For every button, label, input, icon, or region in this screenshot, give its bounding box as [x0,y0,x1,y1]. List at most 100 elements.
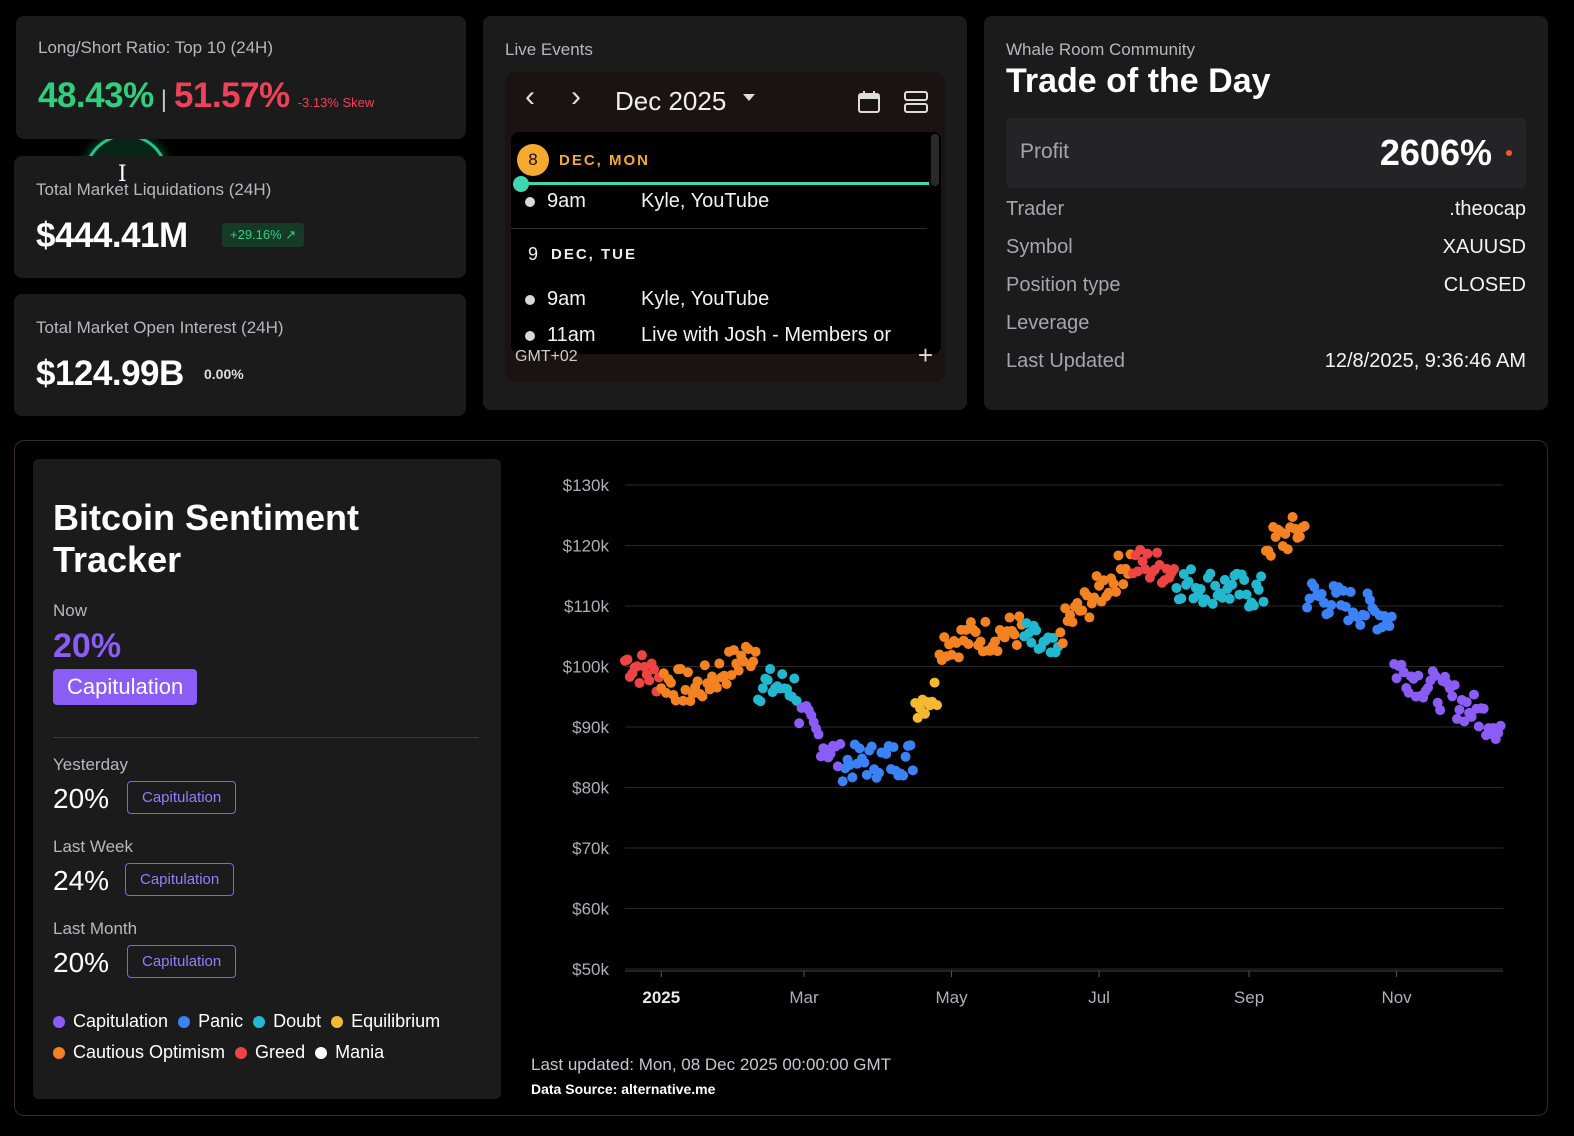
data-point-optimism[interactable] [1294,531,1305,542]
data-point-optimism[interactable] [665,677,676,688]
data-point-optimism[interactable] [1299,520,1310,531]
data-point-capitulation[interactable] [1468,689,1479,700]
data-point-panic[interactable] [1345,586,1356,597]
data-point-optimism[interactable] [1265,550,1276,561]
data-point-optimism[interactable] [726,670,737,681]
data-point-optimism[interactable] [678,695,689,706]
event-item[interactable]: 11am Live with Josh - Members or [525,324,891,347]
data-point-optimism[interactable] [953,652,964,663]
data-point-doubt[interactable] [1227,579,1238,590]
data-point-panic[interactable] [837,776,848,787]
event-item[interactable]: 9am Kyle, YouTube [525,288,769,311]
data-point-panic[interactable] [1309,582,1320,593]
data-point-doubt[interactable] [1241,589,1252,600]
data-point-capitulation[interactable] [1461,697,1472,708]
data-point-doubt[interactable] [1224,593,1235,604]
data-point-optimism[interactable] [1287,511,1298,522]
data-point-panic[interactable] [854,743,865,754]
data-point-equilibrium[interactable] [919,708,930,719]
data-point-doubt[interactable] [1200,594,1211,605]
data-point-optimism[interactable] [1077,605,1088,616]
data-point-capitulation[interactable] [1454,704,1465,715]
data-point-doubt[interactable] [1258,596,1269,607]
data-point-optimism[interactable] [1055,627,1066,638]
data-point-optimism[interactable] [714,658,725,669]
data-point-capitulation[interactable] [1396,659,1407,670]
data-point-doubt[interactable] [757,683,768,694]
data-point-optimism[interactable] [738,656,749,667]
data-point-optimism[interactable] [1282,544,1293,555]
data-point-greed[interactable] [649,664,660,675]
data-point-panic[interactable] [1386,611,1397,622]
sentiment-price-chart[interactable]: $130k $120k $110k $100k $90k $80k $70k $60k $50k… [531,461,1531,1041]
data-point-panic[interactable] [881,748,892,759]
data-point-panic[interactable] [1316,588,1327,599]
data-point-capitulation[interactable] [1473,721,1484,732]
data-point-capitulation[interactable] [1495,720,1506,731]
data-point-panic[interactable] [873,767,884,778]
data-point-greed[interactable] [1137,556,1148,567]
calendar-icon[interactable] [857,90,881,119]
data-point-optimism[interactable] [1072,598,1083,609]
data-point-capitulation[interactable] [1466,711,1477,722]
data-point-doubt[interactable] [1253,584,1264,595]
data-point-panic[interactable] [1326,600,1337,611]
data-point-optimism[interactable] [963,639,974,650]
data-point-doubt[interactable] [1183,576,1194,587]
data-point-optimism[interactable] [711,682,722,693]
data-point-greed[interactable] [1169,564,1180,575]
data-point-optimism[interactable] [1103,587,1114,598]
chevron-down-icon[interactable] [743,94,755,101]
data-point-panic[interactable] [898,770,909,781]
data-point-optimism[interactable] [980,616,991,627]
data-point-panic[interactable] [1340,601,1351,612]
data-point-capitulation[interactable] [1430,670,1441,681]
data-point-doubt[interactable] [1031,625,1042,636]
data-point-optimism[interactable] [961,624,972,635]
data-point-doubt[interactable] [765,664,776,675]
data-point-panic[interactable] [1364,594,1375,605]
data-point-optimism[interactable] [1111,586,1122,597]
data-point-doubt[interactable] [777,669,788,680]
data-point-optimism[interactable] [1113,550,1124,561]
data-point-capitulation[interactable] [1447,691,1458,702]
data-point-optimism[interactable] [670,695,681,706]
data-point-equilibrium[interactable] [929,677,940,688]
data-point-greed[interactable] [636,650,647,661]
data-point-panic[interactable] [1302,602,1313,613]
data-point-optimism[interactable] [1067,617,1078,628]
data-point-panic[interactable] [905,740,916,751]
data-point-optimism[interactable] [939,632,950,643]
data-point-optimism[interactable] [719,670,730,681]
data-point-panic[interactable] [847,772,858,783]
data-point-optimism[interactable] [992,646,1003,657]
data-point-doubt[interactable] [1248,600,1259,611]
data-point-capitulation[interactable] [1398,667,1409,678]
scrollbar-thumb[interactable] [931,134,939,186]
data-point-doubt[interactable] [1048,632,1059,643]
data-point-greed[interactable] [632,661,643,672]
data-point-optimism[interactable] [1057,638,1068,649]
event-item[interactable]: 9am Kyle, YouTube [525,190,769,213]
data-point-optimism[interactable] [1084,612,1095,623]
event-list[interactable]: 8 DEC, MON 9am Kyle, YouTube 9 DEC, TUE … [511,132,941,354]
data-point-optimism[interactable] [699,660,710,671]
data-point-capitulation[interactable] [1391,673,1402,684]
data-point-optimism[interactable] [1014,611,1025,622]
data-point-doubt[interactable] [755,696,766,707]
prev-month-button[interactable]: ‹ [525,80,535,113]
data-point-optimism[interactable] [1118,579,1129,590]
data-point-doubt[interactable] [791,695,802,706]
data-point-optimism[interactable] [721,678,732,689]
add-event-button[interactable]: + [917,340,933,370]
data-point-capitulation[interactable] [1459,716,1470,727]
data-point-optimism[interactable] [692,676,703,687]
data-point-panic[interactable] [907,765,918,776]
data-point-doubt[interactable] [1178,569,1189,580]
data-point-optimism[interactable] [1011,640,1022,651]
data-point-panic[interactable] [1384,621,1395,632]
data-point-capitulation[interactable] [825,748,836,759]
next-month-button[interactable]: › [571,80,581,113]
agenda-view-icon[interactable] [903,90,929,119]
data-point-capitulation[interactable] [1478,703,1489,714]
